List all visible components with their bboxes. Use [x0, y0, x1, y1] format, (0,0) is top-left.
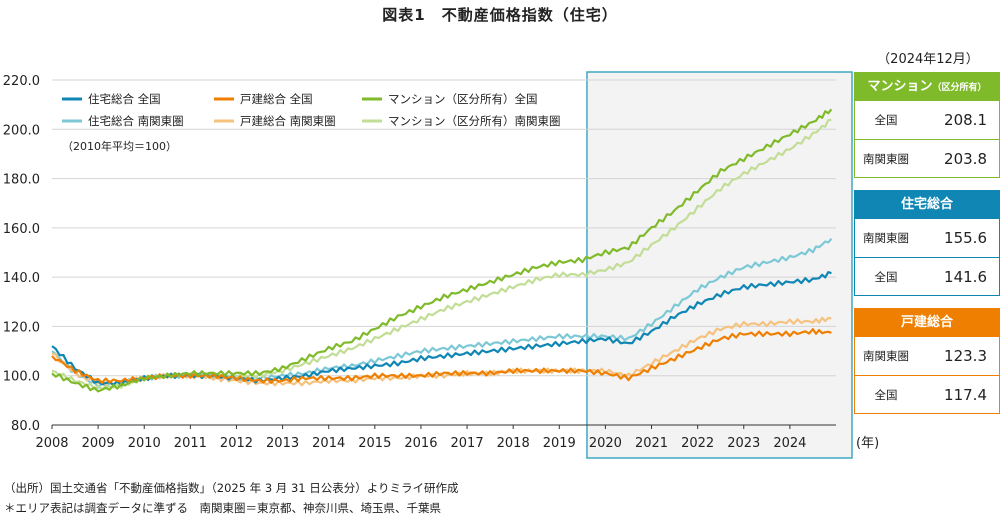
legend-label: マンション（区分所有）全国 [388, 92, 538, 106]
source-note: （出所）国土交通省「不動産価格指数」（2025 年 3 月 31 日公表分）より… [4, 481, 459, 495]
panel-housing-total: 住宅総合 南関東圏 155.6 全国 141.6 [854, 190, 1000, 296]
panel-housing-total-title: 住宅総合 [900, 197, 953, 212]
panel-housing-total-header: 住宅総合 [855, 191, 999, 219]
panel-row: 全国 141.6 [855, 257, 999, 295]
panel-row-value: 155.6 [944, 229, 987, 247]
series-line [51, 108, 833, 393]
y-tick-label: 120.0 [3, 320, 40, 335]
base-note: （2010年平均＝100） [62, 139, 177, 153]
panel-detached-title: 戸建総合 [900, 315, 953, 330]
chart-title: 図表1 不動産価格指数（住宅） [382, 6, 618, 24]
panel-row-value: 208.1 [944, 111, 987, 129]
series-line [51, 328, 832, 384]
panel-row: 全国 208.1 [855, 101, 999, 139]
x-axis: 2008 2009 2010 2011 2012 2013 2014 2015 2016 2017… [35, 425, 806, 451]
x-tick-label: 2008 [35, 436, 68, 451]
x-tick-label: 2018 [497, 436, 530, 451]
x-tick-label: 2017 [451, 436, 484, 451]
highlight-region [586, 71, 853, 459]
x-tick-label: 2016 [404, 436, 437, 451]
legend-label: マンション（区分所有）南関東圏 [388, 114, 561, 128]
panel-row: 南関東圏 123.3 [855, 337, 999, 375]
panel-row-value: 203.8 [944, 149, 987, 168]
y-tick-label: 200.0 [3, 123, 40, 138]
x-tick-label: 2011 [174, 436, 207, 451]
panel-mansion-header: マンション（区分所有） [855, 73, 999, 101]
y-tick-label: 220.0 [3, 74, 40, 89]
x-tick-label: 2014 [312, 436, 345, 451]
panel-row-label: 全国 [874, 113, 898, 127]
panel-row-value: 141.6 [944, 267, 987, 286]
x-tick-label: 2021 [635, 436, 668, 451]
x-tick-label: 2023 [727, 436, 760, 451]
y-axis: 80.0 100.0 120.0 140.0 160.0 180.0 200.0 220.0 [3, 74, 40, 434]
y-tick-label: 180.0 [3, 173, 40, 188]
panel-row: 南関東圏 203.8 [855, 139, 999, 177]
area-note: ＊エリア表記は調査データに準ずる 南関東圏＝東京都、神奈川県、埼玉県、千葉県 [4, 501, 441, 515]
x-tick-label: 2019 [543, 436, 576, 451]
x-tick-label: 2013 [266, 436, 299, 451]
x-tick-label: 2020 [589, 436, 622, 451]
legend-label: 戸建総合 南関東圏 [240, 114, 336, 128]
panel-row: 南関東圏 155.6 [855, 219, 999, 257]
x-tick-label: 2015 [358, 436, 391, 451]
panel-row-value: 123.3 [944, 347, 987, 365]
panel-row-label: 南関東圏 [863, 231, 909, 245]
series-lines [51, 108, 833, 393]
y-tick-label: 140.0 [3, 271, 40, 286]
panel-mansion-title: マンション [867, 79, 933, 94]
grid [52, 79, 836, 426]
panel-mansion: マンション（区分所有） 全国 208.1 南関東圏 203.8 [854, 72, 1000, 178]
legend-label: 住宅総合 全国 [88, 92, 161, 106]
panel-mansion-title-sub: （区分所有） [932, 83, 987, 93]
panel-row-label: 全国 [874, 387, 898, 402]
panel-detached: 戸建総合 南関東圏 123.3 全国 117.4 [854, 308, 1000, 414]
y-tick-label: 100.0 [3, 370, 40, 385]
x-tick-label: 2012 [220, 436, 253, 451]
legend-label: 戸建総合 全国 [240, 92, 313, 106]
y-tick-label: 160.0 [3, 222, 40, 237]
y-tick-label: 80.0 [11, 419, 40, 434]
panel-detached-header: 戸建総合 [855, 309, 999, 337]
panel-row-label: 南関東圏 [863, 151, 909, 166]
panel-row-label: 全国 [874, 269, 898, 284]
as-of-label: （2024年12月） [877, 52, 979, 67]
legend-label: 住宅総合 南関東圏 [88, 114, 184, 128]
notes: （出所）国土交通省「不動産価格指数」（2025 年 3 月 31 日公表分）より… [4, 478, 459, 518]
panel-row-value: 117.4 [944, 385, 987, 404]
x-tick-label: 2009 [82, 436, 115, 451]
x-axis-unit: (年) [856, 436, 879, 451]
x-tick-label: 2024 [773, 436, 806, 451]
x-tick-label: 2022 [681, 436, 714, 451]
panel-row-label: 南関東圏 [863, 349, 909, 363]
x-tick-label: 2010 [128, 436, 161, 451]
panel-row: 全国 117.4 [855, 375, 999, 413]
